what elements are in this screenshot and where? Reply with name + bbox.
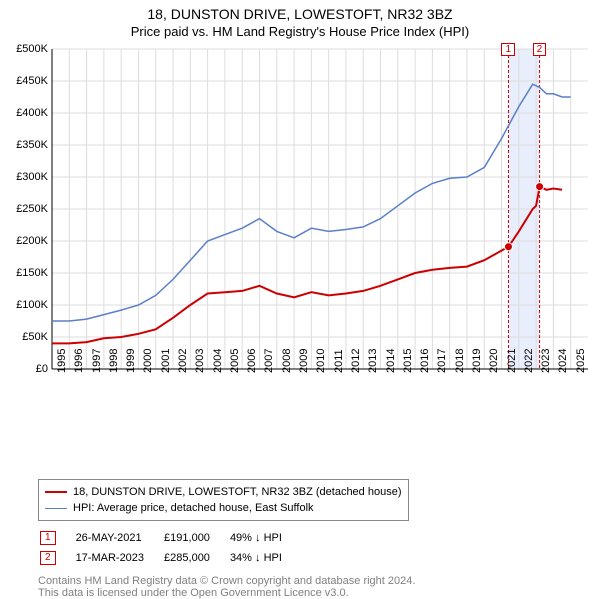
y-tick-label: £50K [22,331,48,343]
legend-item-property: 18, DUNSTON DRIVE, LOWESTOFT, NR32 3BZ (… [45,484,402,500]
x-tick-label: 2025 [575,349,587,373]
x-tick-label: 2009 [298,349,310,373]
x-tick-label: 2017 [436,349,448,373]
y-tick-label: £500K [16,43,48,55]
chart-subtitle: Price paid vs. HM Land Registry's House … [0,24,600,39]
y-tick-label: £350K [16,139,48,151]
x-tick-label: 2005 [229,349,241,373]
x-tick-label: 2002 [177,349,189,373]
attribution: Contains HM Land Registry data © Crown c… [38,575,600,599]
txn-marker-cell: 2 [40,549,74,567]
x-tick-label: 2013 [367,349,379,373]
legend-label-property: 18, DUNSTON DRIVE, LOWESTOFT, NR32 3BZ (… [73,484,402,500]
txn-marker-cell: 1 [40,529,74,547]
plot-area [52,49,588,369]
title-block: 18, DUNSTON DRIVE, LOWESTOFT, NR32 3BZ P… [0,0,600,41]
legend: 18, DUNSTON DRIVE, LOWESTOFT, NR32 3BZ (… [38,479,409,521]
x-tick-label: 2019 [471,349,483,373]
y-tick-label: £0 [36,363,48,375]
x-tick-label: 2001 [160,349,172,373]
data-point-marker [504,243,512,251]
x-tick-label: 1995 [56,349,68,373]
x-tick-label: 2011 [333,349,345,373]
txn-date: 26-MAY-2021 [76,529,162,547]
table-row: 2 17-MAR-2023 £285,000 34% ↓ HPI [40,549,300,567]
x-tick-label: 2012 [350,349,362,373]
x-tick-label: 2020 [488,349,500,373]
legend-swatch-property [45,491,67,493]
x-tick-label: 2021 [506,349,518,373]
txn-diff: 34% ↓ HPI [230,549,300,567]
x-tick-label: 2006 [246,349,258,373]
x-tick-label: 2000 [142,349,154,373]
x-tick-label: 2014 [385,349,397,373]
legend-item-hpi: HPI: Average price, detached house, East… [45,500,402,516]
y-tick-label: £450K [16,75,48,87]
x-tick-label: 1998 [108,349,120,373]
y-tick-label: £250K [16,203,48,215]
legend-swatch-hpi [45,508,67,509]
x-tick-label: 2010 [315,349,327,373]
top-marker-badge: 1 [501,43,515,56]
transactions-table: 1 26-MAY-2021 £191,000 49% ↓ HPI 2 17-MA… [38,527,302,569]
txn-date: 17-MAR-2023 [76,549,162,567]
data-point-marker [536,183,544,191]
marker-badge: 1 [40,531,56,545]
txn-price: £191,000 [164,529,228,547]
x-tick-label: 2022 [523,349,535,373]
x-tick-label: 2018 [454,349,466,373]
chart-title: 18, DUNSTON DRIVE, LOWESTOFT, NR32 3BZ [0,6,600,22]
series-property [52,187,562,344]
y-tick-label: £400K [16,107,48,119]
x-tick-label: 2015 [402,349,414,373]
x-tick-label: 2004 [212,349,224,373]
legend-label-hpi: HPI: Average price, detached house, East… [73,500,314,516]
x-tick-label: 1999 [125,349,137,373]
x-tick-label: 2007 [263,349,275,373]
y-tick-label: £300K [16,171,48,183]
chart-svg [52,49,588,369]
x-tick-label: 2024 [557,349,569,373]
y-tick-label: £150K [16,267,48,279]
x-tick-label: 2008 [281,349,293,373]
y-tick-label: £200K [16,235,48,247]
attribution-line1: Contains HM Land Registry data © Crown c… [38,575,600,587]
chart-container: £0 £50K £100K £150K £200K £250K £300K £350K £400… [0,41,600,421]
x-tick-label: 1997 [91,349,103,373]
table-row: 1 26-MAY-2021 £191,000 49% ↓ HPI [40,529,300,547]
txn-diff: 49% ↓ HPI [230,529,300,547]
marker-badge: 2 [40,551,56,565]
x-tick-label: 1996 [73,349,85,373]
x-tick-label: 2023 [540,349,552,373]
x-tick-label: 2003 [194,349,206,373]
attribution-line2: This data is licensed under the Open Gov… [38,587,600,599]
txn-price: £285,000 [164,549,228,567]
y-tick-label: £100K [16,299,48,311]
top-marker-badge: 2 [533,43,547,56]
x-tick-label: 2016 [419,349,431,373]
